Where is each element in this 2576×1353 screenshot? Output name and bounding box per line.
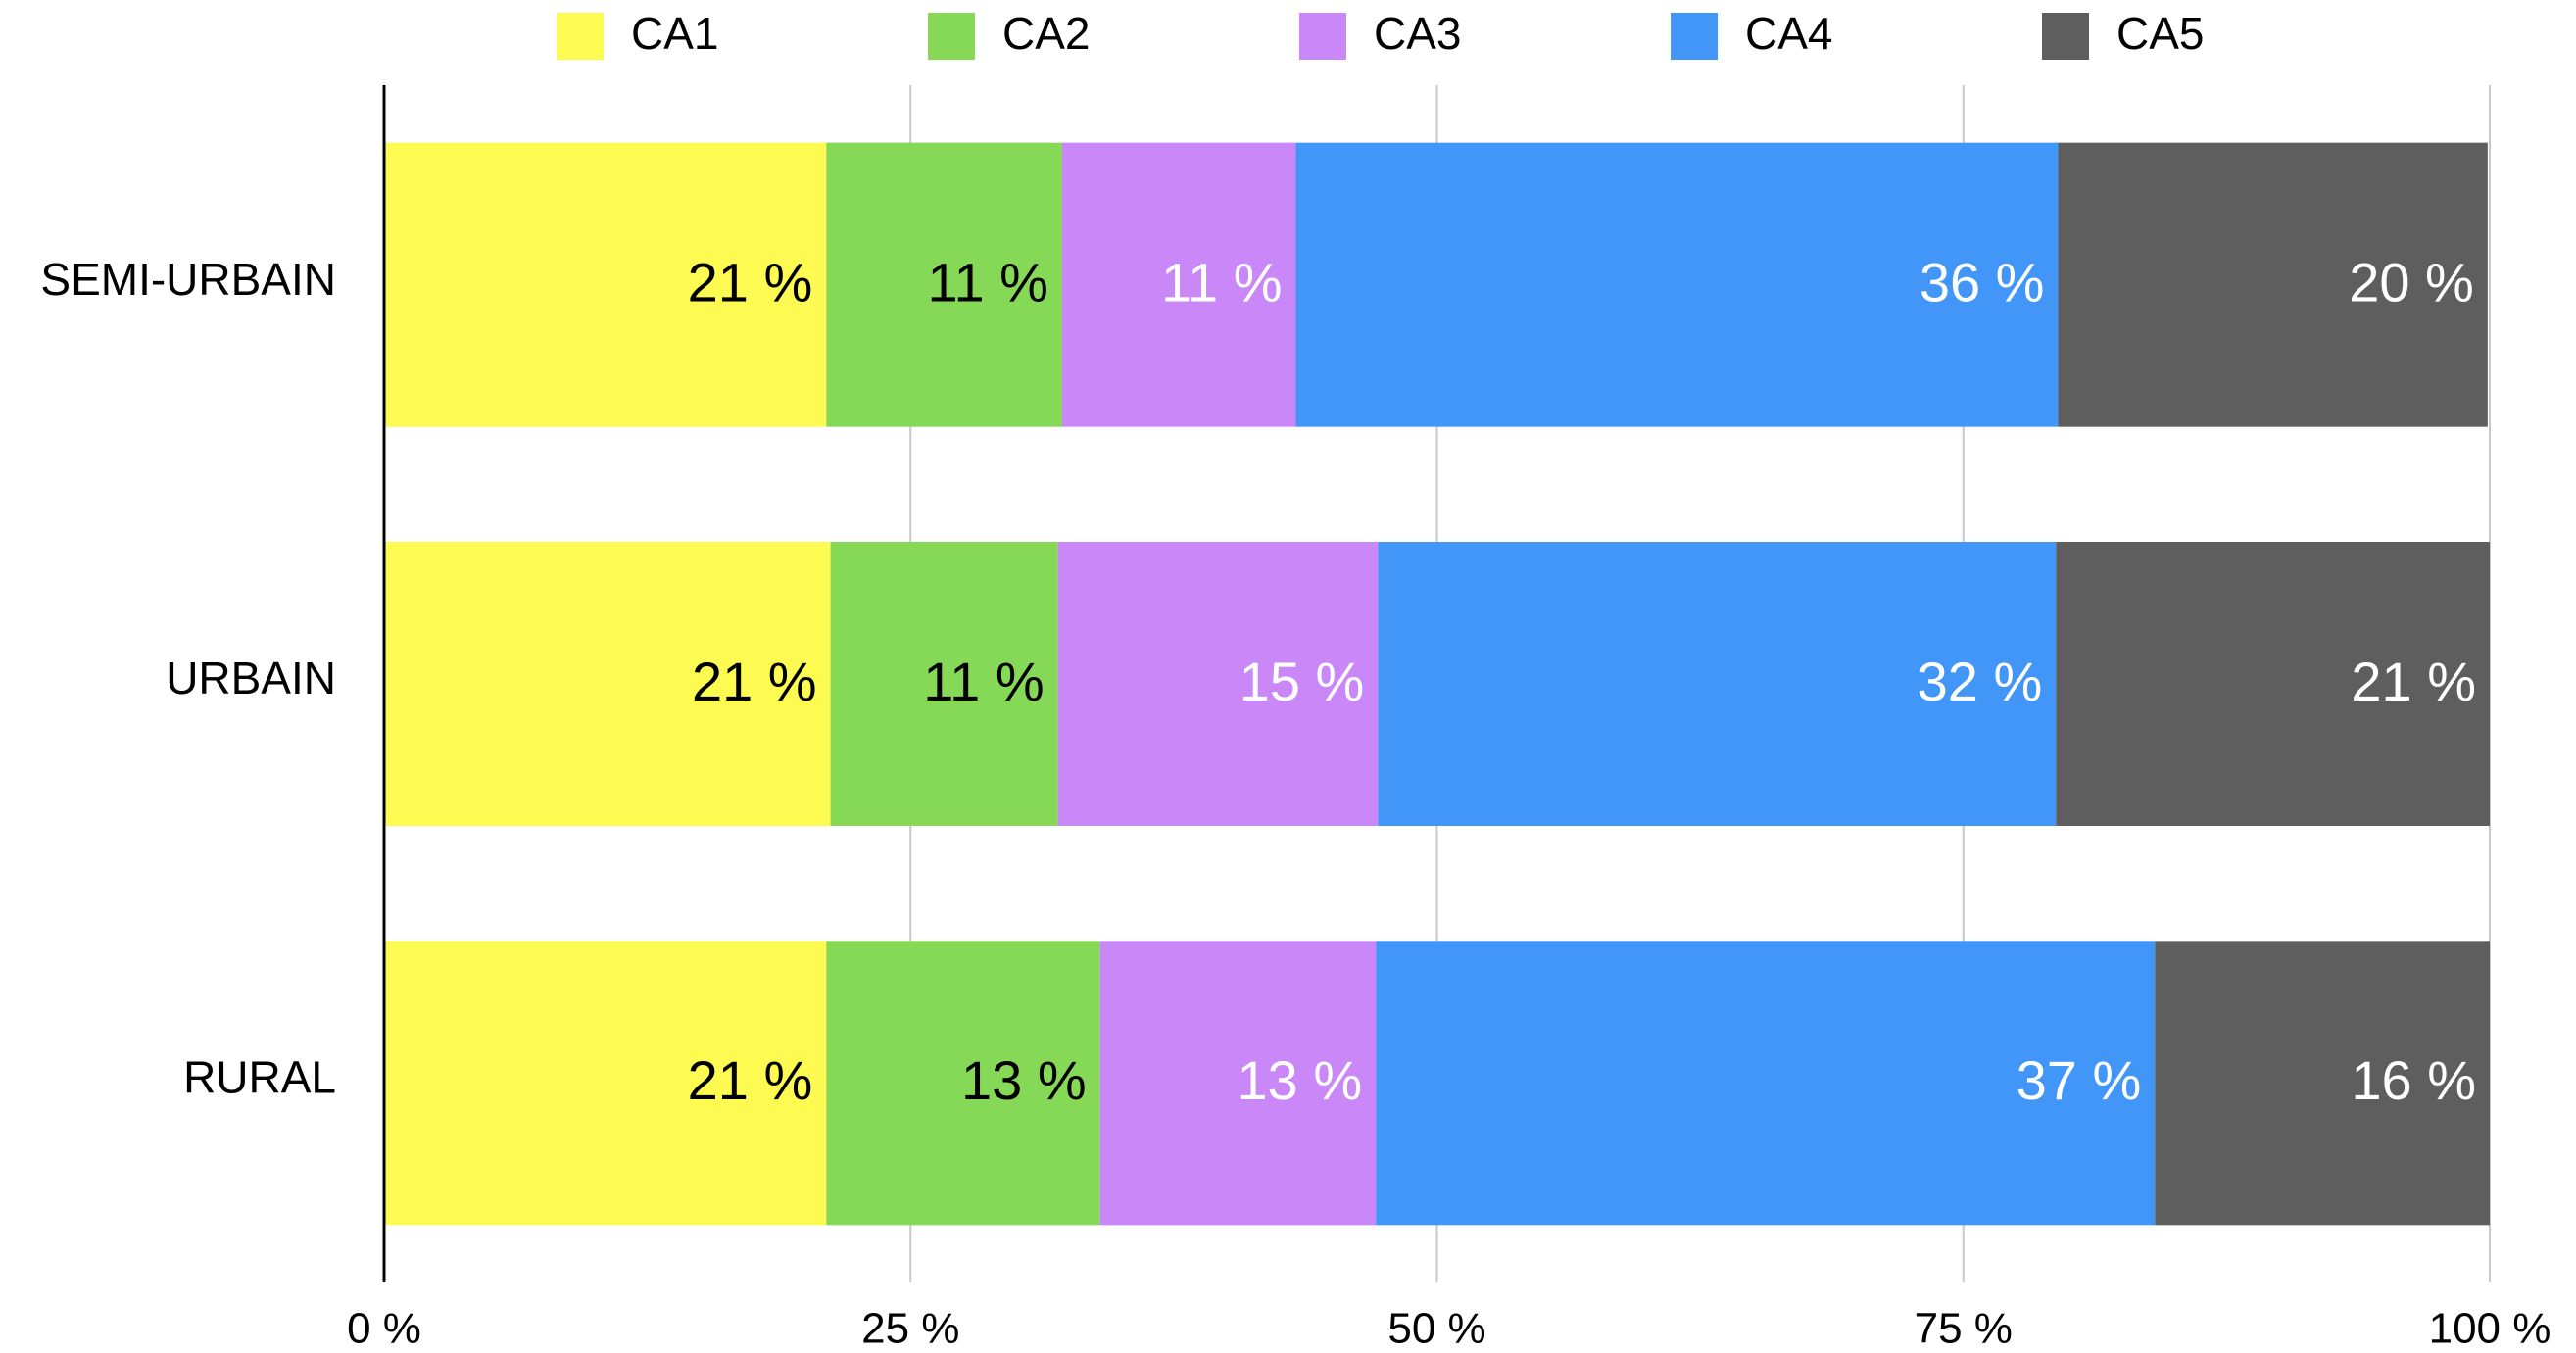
data-label: 21 % (692, 651, 817, 712)
y-tick-label: SEMI-URBAIN (40, 254, 336, 305)
y-tick-label: RURAL (183, 1051, 336, 1102)
data-label: 36 % (1920, 251, 2045, 313)
bar-segment (1378, 542, 2057, 826)
x-tick-label: 0 % (347, 1305, 421, 1353)
bar-segment (1295, 142, 2059, 427)
x-tick-label: 100 % (2429, 1305, 2552, 1353)
data-label: 13 % (1238, 1049, 1363, 1111)
legend-swatch (2042, 13, 2089, 60)
data-label: 13 % (961, 1049, 1087, 1111)
data-label: 15 % (1239, 651, 1365, 712)
x-tick-label: 50 % (1387, 1305, 1485, 1353)
bar-segment (1061, 142, 1296, 427)
legend-swatch (557, 13, 604, 60)
legend-label: CA4 (1745, 8, 1832, 59)
bar-segment (384, 142, 827, 427)
x-tick-label: 25 % (861, 1305, 959, 1353)
bar-segment (826, 142, 1062, 427)
legend-label: CA2 (1002, 8, 1090, 59)
legend-label: CA5 (2116, 8, 2204, 59)
data-label: 21 % (688, 251, 813, 313)
legend-swatch (1671, 13, 1718, 60)
legend-swatch (928, 13, 975, 60)
data-label: 21 % (2351, 651, 2476, 712)
data-label: 32 % (1918, 651, 2043, 712)
data-label: 20 % (2349, 251, 2474, 313)
bar-segment (830, 542, 1058, 826)
bar-segment (1057, 542, 1379, 826)
bar-segment (1099, 941, 1377, 1226)
y-tick-label: URBAIN (166, 652, 336, 703)
bar-segment (2155, 941, 2490, 1226)
data-label: 11 % (927, 251, 1047, 313)
legend-label: CA1 (631, 8, 718, 59)
bar-segment (384, 542, 831, 826)
legend-swatch (1299, 13, 1346, 60)
bar-segment (2058, 142, 2488, 427)
legend-label: CA3 (1374, 8, 1461, 59)
bar-segment (2056, 542, 2490, 826)
data-label: 37 % (2017, 1049, 2142, 1111)
data-label: 16 % (2351, 1049, 2476, 1111)
bar-segment (1376, 941, 2156, 1226)
data-label: 11 % (923, 651, 1044, 712)
data-label: 11 % (1161, 251, 1282, 313)
x-tick-label: 75 % (1915, 1305, 2013, 1353)
data-label: 21 % (688, 1049, 813, 1111)
bar-segment (826, 941, 1100, 1226)
bar-segment (384, 941, 827, 1226)
